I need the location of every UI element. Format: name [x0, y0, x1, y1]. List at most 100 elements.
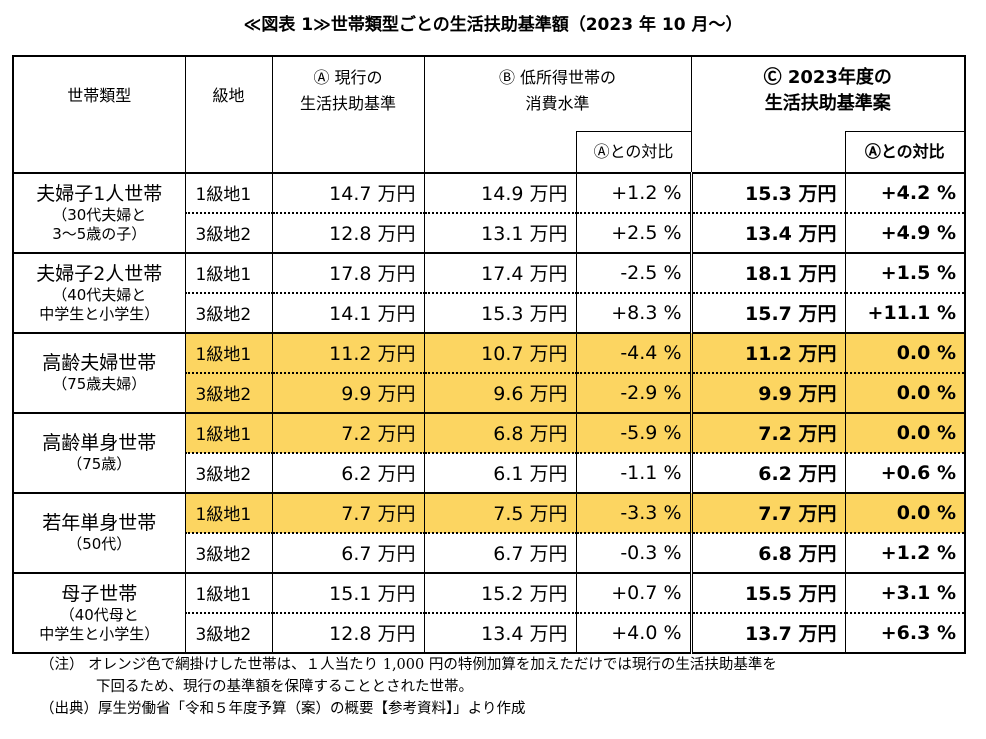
- header-c-ratio: Ⓐとの対比: [844, 131, 966, 174]
- header-c-line1: Ⓒ 2023年度の: [763, 67, 892, 88]
- current-standard-cell: 7.2 万円: [271, 412, 425, 454]
- low-income-consumption-cell: 6.7 万円: [423, 532, 577, 574]
- household-type-name: 母子世帯: [61, 582, 138, 605]
- living-assistance-table: 世帯類型 級地 Ⓐ 現行の 生活扶助基準 Ⓑ 低所得世帯の 消費水準 Ⓒ 202…: [12, 55, 966, 654]
- b-ratio-cell: +8.3 %: [575, 292, 692, 334]
- current-standard-cell: 12.8 万円: [271, 612, 425, 654]
- note-line-1: （注） オレンジ色で網掛けした世帯は、１人当たり 1,000 円の特例加算を加え…: [40, 657, 777, 673]
- household-type-cell: 夫婦子1人世帯 （30代夫婦と 3～5歳の子）: [12, 172, 186, 254]
- proposed-standard-cell: 7.2 万円: [689, 412, 846, 454]
- low-income-consumption-cell: 10.7 万円: [423, 332, 577, 374]
- header-a: Ⓐ 現行の 生活扶助基準: [271, 56, 425, 174]
- low-income-consumption-cell: 15.2 万円: [423, 572, 577, 614]
- c-ratio-cell: +0.6 %: [844, 452, 966, 494]
- household-type-cell: 若年単身世帯 （50代）: [12, 492, 186, 574]
- header-c-spacer: [690, 131, 846, 174]
- low-income-consumption-cell: 13.4 万円: [423, 612, 577, 654]
- c-ratio-cell: +6.3 %: [844, 612, 966, 654]
- b-ratio-cell: -0.3 %: [575, 532, 692, 574]
- low-income-consumption-cell: 9.6 万円: [423, 372, 577, 414]
- current-standard-cell: 11.2 万円: [271, 332, 425, 374]
- c-ratio-cell: +11.1 %: [844, 292, 966, 334]
- grade-cell: 1級地1: [184, 172, 273, 214]
- household-type-name: 高齢夫婦世帯: [42, 352, 157, 374]
- proposed-standard-cell: 13.7 万円: [689, 612, 846, 654]
- table-row: 3級地2 9.9 万円 9.6 万円 -2.9 % 9.9 万円 0.0 %: [13, 372, 966, 414]
- grade-cell: 3級地2: [184, 292, 273, 334]
- household-type-name: 高齢単身世帯: [42, 432, 157, 454]
- header-a-line1: Ⓐ 現行の: [313, 68, 383, 87]
- household-type-desc: （75歳）: [67, 455, 132, 473]
- household-type-desc: （40代夫婦と: [52, 285, 147, 304]
- b-ratio-cell: -2.9 %: [575, 372, 692, 414]
- c-ratio-cell: +1.5 %: [844, 252, 966, 294]
- current-standard-cell: 9.9 万円: [271, 372, 425, 414]
- proposed-standard-cell: 6.8 万円: [689, 532, 846, 574]
- notes: （注） オレンジ色で網掛けした世帯は、１人当たり 1,000 円の特例加算を加え…: [40, 654, 777, 720]
- header-grade: 級地: [184, 56, 273, 174]
- table-row: 3級地2 6.2 万円 6.1 万円 -1.1 % 6.2 万円 +0.6 %: [13, 452, 966, 494]
- table-body: 夫婦子1人世帯 （30代夫婦と 3～5歳の子） 1級地1 14.7 万円 14.9 万円 +…: [12, 172, 966, 654]
- b-ratio-cell: -3.3 %: [575, 492, 692, 534]
- proposed-standard-cell: 11.2 万円: [689, 332, 846, 374]
- grade-cell: 3級地2: [184, 212, 273, 254]
- c-ratio-cell: 0.0 %: [844, 412, 966, 454]
- grade-cell: 3級地2: [184, 532, 273, 574]
- proposed-standard-cell: 15.3 万円: [689, 172, 846, 214]
- proposed-standard-cell: 13.4 万円: [689, 212, 846, 254]
- table-row: 3級地2 12.8 万円 13.4 万円 +4.0 % 13.7 万円 +6.3 %: [13, 612, 966, 654]
- household-type-cell: 高齢夫婦世帯 （75歳夫婦）: [12, 332, 186, 414]
- current-standard-cell: 14.1 万円: [271, 292, 425, 334]
- grade-cell: 3級地2: [184, 452, 273, 494]
- household-type-desc: 3～5歳の子）: [52, 224, 147, 243]
- header-a-line2: 生活扶助基準: [299, 94, 396, 113]
- current-standard-cell: 14.7 万円: [271, 172, 425, 214]
- proposed-standard-cell: 6.2 万円: [689, 452, 846, 494]
- b-ratio-cell: -1.1 %: [575, 452, 692, 494]
- b-ratio-cell: +0.7 %: [575, 572, 692, 614]
- current-standard-cell: 7.7 万円: [271, 492, 425, 534]
- table-frame: 世帯類型 級地 Ⓐ 現行の 生活扶助基準 Ⓑ 低所得世帯の 消費水準 Ⓒ 202…: [12, 55, 966, 654]
- c-ratio-cell: 0.0 %: [844, 332, 966, 374]
- current-standard-cell: 17.8 万円: [271, 252, 425, 294]
- header-b-ratio: Ⓐとの対比: [575, 131, 692, 174]
- table-row: 夫婦子2人世帯 （40代夫婦と 中学生と小学生） 1級地1 17.8 万円 17.4 万円…: [12, 252, 966, 334]
- household-type-cell: 母子世帯 （40代母と 中学生と小学生）: [12, 572, 186, 654]
- current-standard-cell: 12.8 万円: [271, 212, 425, 254]
- grade-cell: 3級地2: [184, 372, 273, 414]
- household-type-name: 夫婦子2人世帯: [36, 262, 163, 285]
- b-ratio-cell: -4.4 %: [575, 332, 692, 374]
- current-standard-cell: 6.2 万円: [271, 452, 425, 494]
- b-ratio-cell: +2.5 %: [575, 212, 692, 254]
- grade-cell: 1級地1: [184, 572, 273, 614]
- household-type-name: 若年単身世帯: [42, 512, 157, 534]
- current-standard-cell: 15.1 万円: [271, 572, 425, 614]
- table-row: 若年単身世帯 （50代） 1級地1 7.7 万円 7.5 万円 -3.3 % 7.7 万円 0…: [12, 492, 966, 574]
- grade-cell: 1級地1: [184, 332, 273, 374]
- proposed-standard-cell: 15.5 万円: [689, 572, 846, 614]
- grade-cell: 1級地1: [184, 252, 273, 294]
- table-row: 夫婦子1人世帯 （30代夫婦と 3～5歳の子） 1級地1 14.7 万円 14.9 万円 +…: [12, 172, 966, 254]
- figure-title: ≪図表 1≫世帯類型ごとの生活扶助基準額（2023 年 10 月～）: [243, 15, 743, 35]
- proposed-standard-cell: 9.9 万円: [689, 372, 846, 414]
- header-b-spacer: [423, 131, 577, 174]
- table-row: 3級地2 6.7 万円 6.7 万円 -0.3 % 6.8 万円 +1.2 %: [13, 532, 966, 574]
- household-type-desc: （75歳夫婦）: [52, 375, 147, 393]
- low-income-consumption-cell: 7.5 万円: [423, 492, 577, 534]
- household-type-desc: 中学生と小学生）: [39, 624, 160, 643]
- b-ratio-cell: -5.9 %: [575, 412, 692, 454]
- c-ratio-cell: +1.2 %: [844, 532, 966, 574]
- low-income-consumption-cell: 15.3 万円: [423, 292, 577, 334]
- proposed-standard-cell: 7.7 万円: [689, 492, 846, 534]
- note-line-2: 下回るため、現行の基準額を保障することとされた世帯。: [96, 679, 473, 695]
- proposed-standard-cell: 15.7 万円: [689, 292, 846, 334]
- header-b: Ⓑ 低所得世帯の 消費水準: [423, 56, 692, 132]
- household-type-desc: （30代夫婦と: [52, 205, 147, 224]
- low-income-consumption-cell: 14.9 万円: [423, 172, 577, 214]
- c-ratio-cell: 0.0 %: [844, 492, 966, 534]
- b-ratio-cell: +4.0 %: [575, 612, 692, 654]
- header-b-line2: 消費水準: [525, 94, 590, 113]
- household-type-desc: （40代母と: [59, 605, 139, 624]
- b-ratio-cell: -2.5 %: [575, 252, 692, 294]
- household-type-cell: 夫婦子2人世帯 （40代夫婦と 中学生と小学生）: [12, 252, 186, 334]
